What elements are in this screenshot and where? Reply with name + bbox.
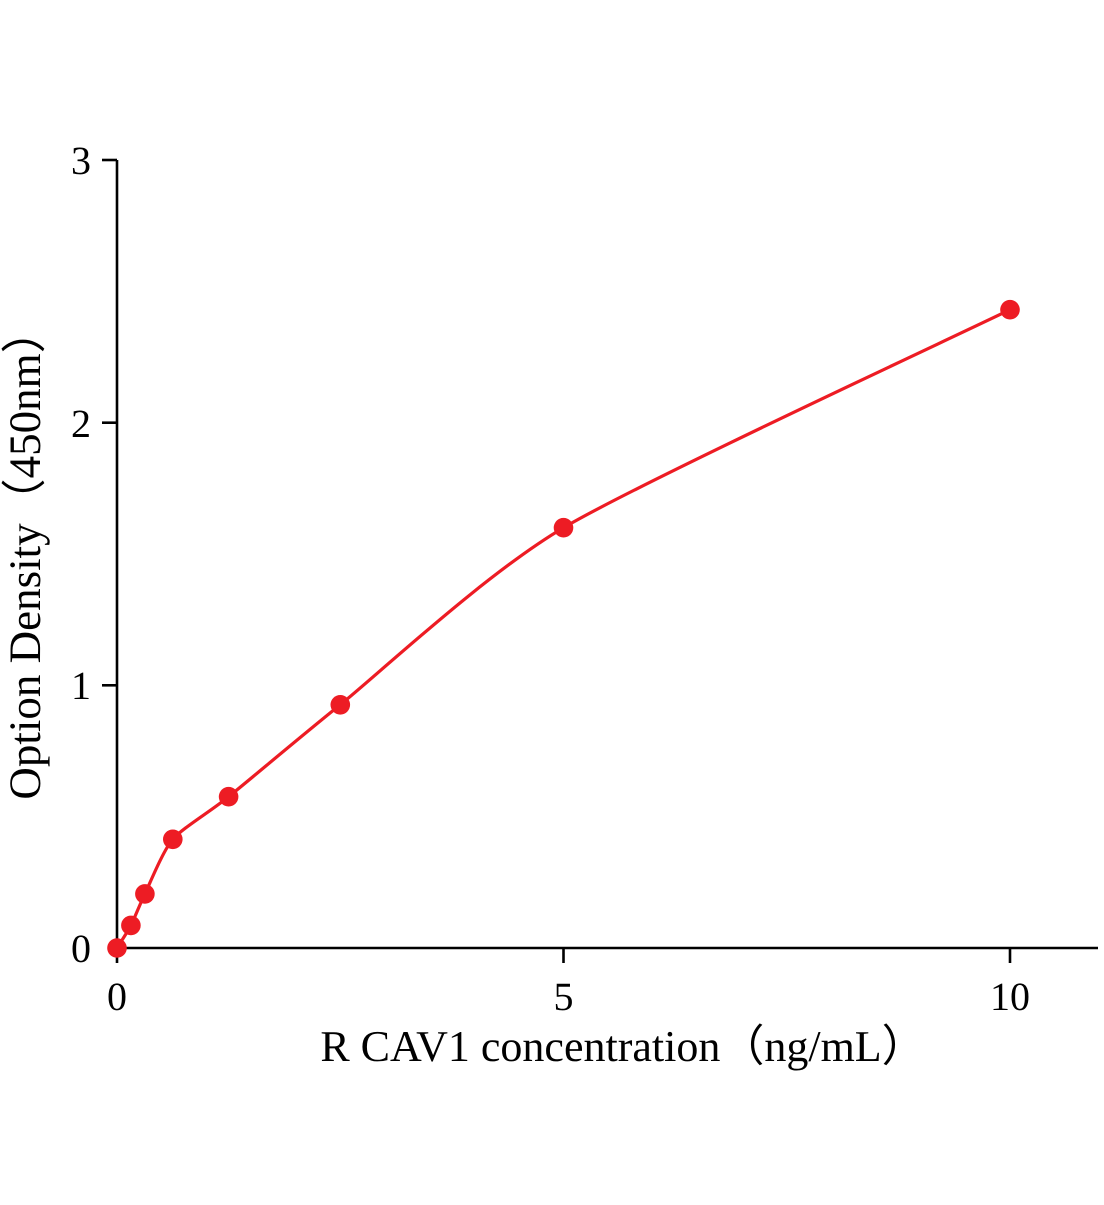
svg-text:3: 3: [71, 138, 91, 183]
svg-text:Option Density（450nm）: Option Density（450nm）: [0, 308, 50, 799]
svg-text:R CAV1 concentration（ng/mL）: R CAV1 concentration（ng/mL）: [320, 1022, 925, 1071]
svg-text:0: 0: [107, 974, 127, 1019]
svg-text:1: 1: [71, 663, 91, 708]
svg-text:10: 10: [990, 974, 1030, 1019]
svg-text:0: 0: [71, 926, 91, 971]
svg-text:5: 5: [554, 974, 574, 1019]
svg-text:2: 2: [71, 401, 91, 446]
